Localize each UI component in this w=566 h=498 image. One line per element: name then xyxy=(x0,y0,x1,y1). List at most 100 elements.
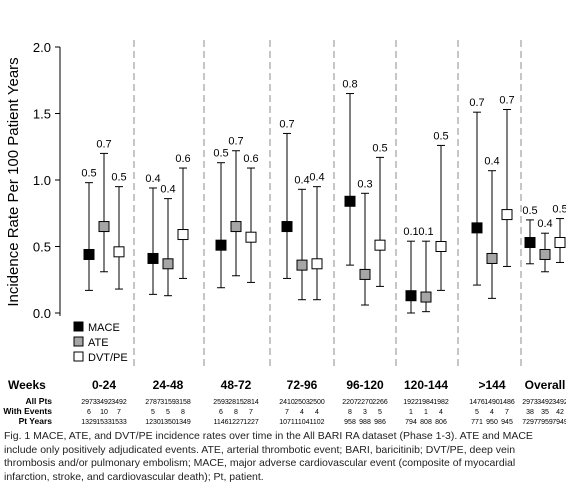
legend-marker-ate xyxy=(73,336,84,347)
table-cell: 3492 xyxy=(111,399,127,406)
data-label-ate: 0.4 xyxy=(294,174,309,186)
table-cell: 7959 xyxy=(537,419,553,426)
data-point-dvtpe xyxy=(374,239,386,251)
data-label-mace: 0.1 xyxy=(403,226,418,238)
data-point-mace xyxy=(344,195,356,207)
category-label: 96-120 xyxy=(346,378,384,392)
table-cell: 2207 xyxy=(342,399,358,406)
table-cell: 1350 xyxy=(160,419,176,426)
legend-label-ate: ATE xyxy=(88,337,109,349)
table-cell: 1533 xyxy=(96,419,112,426)
data-point-dvtpe xyxy=(177,229,189,241)
category-label: 120-144 xyxy=(404,378,448,392)
table-cell: 806 xyxy=(435,419,447,426)
data-label-mace: 0.7 xyxy=(469,97,484,109)
table-cell: 988 xyxy=(359,419,371,426)
data-point-ate xyxy=(296,259,308,271)
category-label: 24-48 xyxy=(153,378,184,392)
table-cell: 5 xyxy=(475,409,479,416)
y-tick-label: 0.5 xyxy=(33,240,51,255)
legend-marker-mace xyxy=(73,321,84,332)
table-cell: 1230 xyxy=(145,419,161,426)
table-cell: 2787 xyxy=(145,399,161,406)
data-label-dvtpe: 0.6 xyxy=(175,153,190,165)
table-cell: 1227 xyxy=(228,419,244,426)
legend-marker-dvtpe xyxy=(73,351,84,362)
table-cell: 4 xyxy=(300,409,304,416)
data-point-mace xyxy=(405,290,417,302)
category-label: 48-72 xyxy=(221,378,252,392)
data-point-mace xyxy=(471,222,483,234)
y-tick-label: 0.0 xyxy=(33,306,51,321)
table-cell: 5 xyxy=(378,409,382,416)
data-label-ate: 0.4 xyxy=(160,184,175,196)
table-cell: 958 xyxy=(344,419,356,426)
table-cell: 986 xyxy=(374,419,386,426)
table-cell: 7 xyxy=(117,409,121,416)
table-row-label-all-pts: All Pts xyxy=(26,396,53,406)
table-row-labels: All Pts With Events Pt Years xyxy=(3,396,52,426)
table-cell: 2593 xyxy=(213,399,229,406)
data-point-mace xyxy=(281,221,293,233)
data-point-mace xyxy=(83,248,95,260)
data-label-ate: 0.7 xyxy=(96,138,111,150)
table-cell: 1102 xyxy=(309,419,324,426)
table-cell: 8 xyxy=(234,409,238,416)
table-row-label-with-events: With Events xyxy=(3,406,52,416)
table-cell: 10 xyxy=(100,409,108,416)
x-axis-label: Weeks xyxy=(8,378,46,392)
table-cell: 3492 xyxy=(552,399,566,406)
data-label-ate: 0.4 xyxy=(537,218,552,230)
data-label-ate: 0.7 xyxy=(228,136,243,148)
data-label-dvtpe: 0.5 xyxy=(552,204,566,216)
table-cell: 2973 xyxy=(522,399,538,406)
data-point-dvtpe xyxy=(113,246,125,258)
category-dividers xyxy=(133,40,522,368)
table-cell: 1146 xyxy=(213,419,228,426)
category-label: >144 xyxy=(478,378,505,392)
data-label-dvtpe: 0.5 xyxy=(372,142,387,154)
table-row-label-pt-years: Pt Years xyxy=(19,416,53,426)
table-cell: 8 xyxy=(348,409,352,416)
table-cell: 1227 xyxy=(243,419,259,426)
table-cell: 3158 xyxy=(175,399,191,406)
table-cell: 4 xyxy=(490,409,494,416)
table-cell: 3492 xyxy=(96,399,112,406)
data-label-mace: 0.7 xyxy=(279,118,294,130)
table-cell: 4 xyxy=(439,409,443,416)
legend-label-dvtpe: DVT/PE xyxy=(88,352,128,364)
data-label-ate: 0.3 xyxy=(357,178,372,190)
data-point-dvtpe xyxy=(554,237,566,249)
table-cell: 6 xyxy=(87,409,91,416)
y-tick-group: 2.0 1.5 1.0 0.5 0.0 xyxy=(33,40,60,321)
table-cell: 2266 xyxy=(372,399,388,406)
table-cell: 5 xyxy=(166,409,170,416)
data-point-ate xyxy=(230,221,242,233)
category-label: Overall xyxy=(525,378,566,392)
data-point-ate xyxy=(162,258,174,270)
data-point-ate xyxy=(98,221,110,233)
table-cell: 7 xyxy=(285,409,289,416)
table-cell: 3159 xyxy=(160,399,176,406)
figure-caption: Fig. 1 MACE, ATE, and DVT/PE incidence r… xyxy=(4,430,533,483)
table-cell: 2973 xyxy=(81,399,97,406)
table-cell: 1104 xyxy=(294,419,309,426)
table-cell: 771 xyxy=(471,419,483,426)
incidence-rate-chart: Incidence Rate Per 100 Patient Years 2.0… xyxy=(3,40,566,426)
data-label-dvtpe: 0.4 xyxy=(309,172,324,184)
data-label-mace: 0.5 xyxy=(213,148,228,160)
data-point-mace xyxy=(524,237,536,249)
table-cell: 2814 xyxy=(243,399,259,406)
table-cell: 1533 xyxy=(111,419,127,426)
table-cell: 1 xyxy=(424,409,428,416)
table-cell: 2410 xyxy=(279,399,295,406)
table-cell: 945 xyxy=(501,419,513,426)
table-cell: 3 xyxy=(363,409,367,416)
table-cell: 4 xyxy=(315,409,319,416)
table-cell: 808 xyxy=(420,419,432,426)
table-cell: 1071 xyxy=(279,419,295,426)
table-cell: 8 xyxy=(181,409,185,416)
table-cell: 42 xyxy=(556,409,564,416)
category-label: 72-96 xyxy=(287,378,318,392)
table-cell: 7 xyxy=(505,409,509,416)
